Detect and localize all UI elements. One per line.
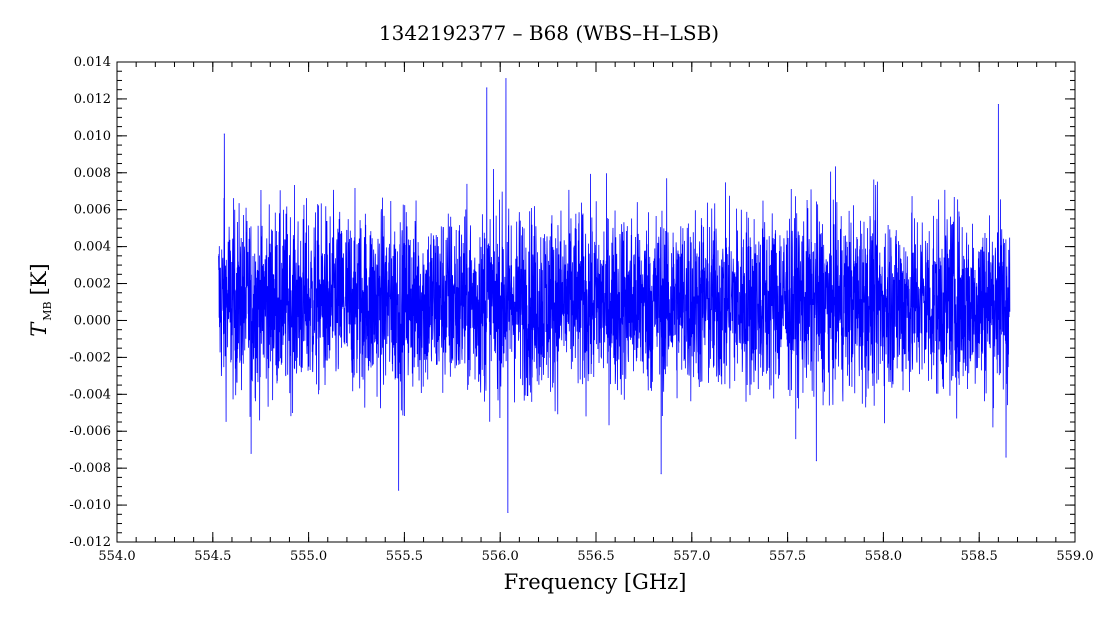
x-tick-label: 559.0: [1056, 549, 1093, 564]
x-tick-label: 558.0: [865, 549, 902, 564]
x-tick-label: 555.5: [386, 549, 423, 564]
y-tick-label: 0.014: [74, 55, 111, 70]
x-axis: 554.0 554.5 555.0 555.5 556.0 556.5 557.0 557.5…: [98, 62, 1094, 564]
x-axis-label: Frequency [GHz]: [504, 570, 687, 594]
x-tick-label: 554.0: [98, 549, 135, 564]
x-tick-label: 556.0: [482, 549, 519, 564]
x-tick-label: 554.5: [194, 549, 231, 564]
y-tick-label: 0.006: [74, 203, 111, 218]
spectrum-spike-point: [398, 489, 400, 491]
y-tick-label: 0.004: [74, 240, 111, 255]
y-tick-label: 0.002: [74, 277, 111, 292]
spectrum-spike-point: [507, 511, 509, 513]
y-tick-label: 0.010: [74, 129, 111, 144]
y-tick-label: -0.002: [69, 350, 111, 365]
y-tick-label: -0.004: [69, 387, 111, 402]
x-tick-label: 555.0: [290, 549, 327, 564]
y-tick-label: -0.006: [69, 424, 111, 439]
spectrum-spike-point: [660, 473, 662, 475]
y-tick-label: -0.008: [69, 461, 111, 476]
spectrum-spike-point: [997, 103, 999, 105]
plot-area: [116, 61, 1076, 543]
y-tick-label: 0.000: [74, 313, 111, 328]
spectrum-spike-point: [1005, 456, 1007, 458]
spectrum-spike-point: [505, 78, 507, 80]
y-axis: -0.012 -0.010 -0.008 -0.006 -0.004 -0.002 0.00…: [69, 55, 1075, 550]
svg-text:TMB[K]: TMB [K]: [27, 263, 54, 336]
chart-title: 1342192377 – B68 (WBS–H–LSB): [379, 21, 719, 45]
spectrum-spike-point: [250, 452, 252, 454]
y-axis-label-sub: MB: [41, 301, 54, 320]
y-axis-label-unit: [K]: [27, 263, 51, 295]
y-axis-label: TMB [K]: [27, 263, 54, 336]
x-tick-label: 556.5: [577, 549, 614, 564]
y-tick-label: 0.008: [74, 166, 111, 181]
spectrum-spike-point: [815, 460, 817, 462]
spectrum-spike-point: [223, 133, 225, 135]
spectrum-series-line: [218, 78, 1011, 513]
y-tick-label: -0.012: [69, 535, 111, 550]
spectrum-spike-point: [486, 87, 488, 89]
x-tick-label: 558.5: [961, 549, 998, 564]
y-tick-label: -0.010: [69, 498, 111, 513]
x-tick-label: 557.5: [769, 549, 806, 564]
y-axis-label-main: T: [27, 321, 51, 337]
x-tick-label: 557.0: [673, 549, 710, 564]
y-tick-label: 0.012: [74, 92, 111, 107]
